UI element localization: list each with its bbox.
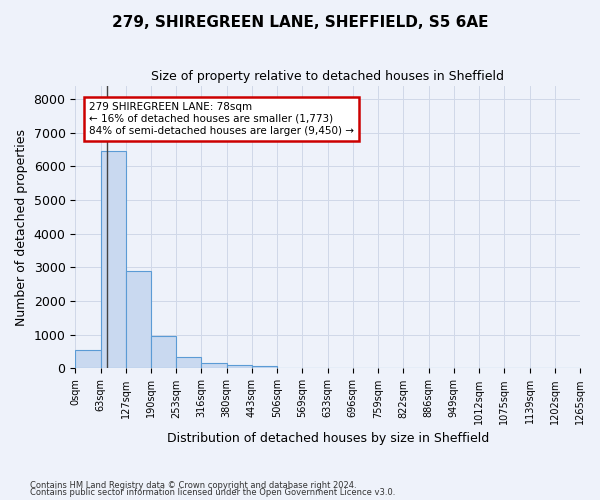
Text: 279, SHIREGREEN LANE, SHEFFIELD, S5 6AE: 279, SHIREGREEN LANE, SHEFFIELD, S5 6AE	[112, 15, 488, 30]
X-axis label: Distribution of detached houses by size in Sheffield: Distribution of detached houses by size …	[167, 432, 489, 445]
Y-axis label: Number of detached properties: Number of detached properties	[15, 128, 28, 326]
Bar	[227, 365, 252, 368]
Bar	[252, 366, 277, 368]
Text: 279 SHIREGREEN LANE: 78sqm
← 16% of detached houses are smaller (1,773)
84% of s: 279 SHIREGREEN LANE: 78sqm ← 16% of deta…	[89, 102, 354, 136]
Title: Size of property relative to detached houses in Sheffield: Size of property relative to detached ho…	[151, 70, 504, 83]
Bar	[126, 271, 151, 368]
Bar	[75, 350, 101, 368]
Text: Contains HM Land Registry data © Crown copyright and database right 2024.: Contains HM Land Registry data © Crown c…	[30, 480, 356, 490]
Text: Contains public sector information licensed under the Open Government Licence v3: Contains public sector information licen…	[30, 488, 395, 497]
Bar	[202, 363, 227, 368]
Bar	[101, 151, 126, 368]
Bar	[176, 358, 202, 368]
Bar	[151, 336, 176, 368]
